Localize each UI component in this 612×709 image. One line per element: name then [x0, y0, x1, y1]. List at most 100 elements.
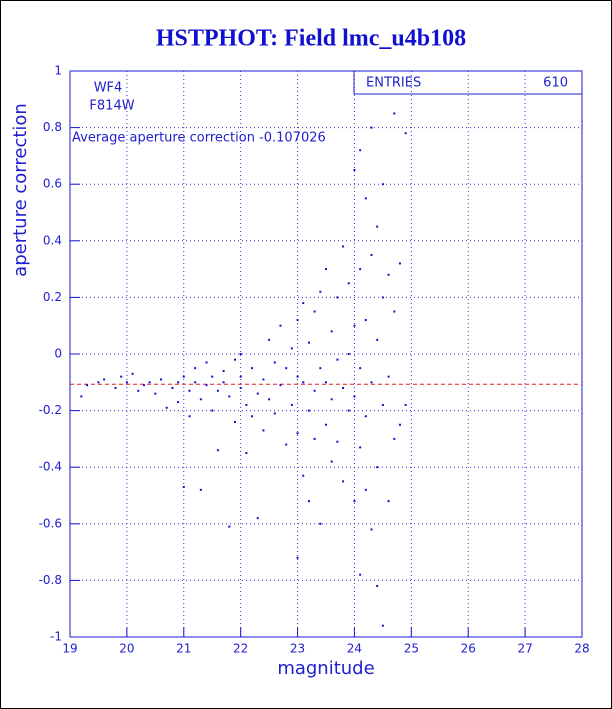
point — [353, 500, 356, 503]
point — [364, 488, 367, 491]
point — [142, 384, 145, 387]
y-tick-label: -0.2 — [39, 403, 62, 417]
point — [302, 381, 305, 384]
point — [182, 486, 185, 489]
point — [199, 398, 202, 401]
point — [160, 378, 163, 381]
point — [342, 386, 345, 389]
point — [387, 375, 390, 378]
point — [177, 401, 180, 404]
x-tick-label: 19 — [62, 642, 77, 656]
point — [290, 403, 293, 406]
point — [256, 517, 259, 520]
point — [376, 225, 379, 228]
point — [103, 378, 106, 381]
point — [370, 253, 373, 256]
point — [137, 389, 140, 392]
point — [387, 273, 390, 276]
point — [268, 398, 271, 401]
y-tick-label: -0.4 — [39, 460, 62, 474]
point — [148, 381, 151, 384]
point — [359, 573, 362, 576]
point — [239, 375, 242, 378]
point — [290, 347, 293, 350]
point — [325, 381, 327, 384]
point — [194, 381, 197, 384]
point — [376, 338, 379, 341]
point — [342, 480, 345, 483]
point — [364, 197, 367, 200]
x-tick-label: 24 — [347, 642, 362, 656]
point — [233, 420, 236, 423]
point — [239, 386, 242, 389]
y-axis-label: aperture correction — [10, 103, 31, 277]
point — [359, 367, 362, 370]
point — [393, 112, 396, 115]
point — [222, 381, 225, 384]
point — [364, 319, 367, 322]
point — [125, 381, 128, 384]
annotation: F814W — [89, 99, 134, 114]
x-axis-label: magnitude — [277, 658, 374, 679]
point — [233, 358, 236, 361]
point — [251, 415, 254, 418]
y-tick-label: 0.4 — [43, 233, 62, 247]
point — [347, 282, 350, 285]
point — [376, 466, 379, 469]
point — [205, 384, 208, 387]
point — [359, 268, 362, 271]
point — [376, 585, 379, 588]
x-tick-label: 23 — [290, 642, 305, 656]
point — [256, 392, 259, 395]
y-tick-label: -0.6 — [39, 516, 62, 530]
point — [370, 126, 373, 129]
y-tick-label: 1 — [54, 64, 62, 78]
point — [319, 290, 322, 293]
point — [80, 395, 83, 398]
y-tick-label: 0.6 — [43, 177, 62, 191]
point — [387, 500, 390, 503]
stats-value: 610 — [543, 76, 568, 91]
point — [279, 384, 282, 387]
y-tick-label: 0.8 — [43, 120, 62, 134]
point — [273, 361, 276, 364]
point — [296, 375, 299, 378]
point — [347, 409, 350, 412]
point — [325, 423, 327, 426]
x-tick-label: 26 — [461, 642, 476, 656]
stats-label: ENTRIES — [366, 76, 421, 91]
point — [86, 384, 89, 387]
point — [285, 443, 288, 446]
point — [211, 375, 214, 378]
point — [398, 262, 401, 265]
point — [404, 403, 407, 406]
point — [307, 409, 310, 412]
point — [313, 310, 316, 313]
point — [228, 525, 231, 528]
point — [285, 367, 288, 370]
point — [313, 389, 316, 392]
point — [330, 398, 333, 401]
point — [216, 449, 219, 452]
point — [393, 310, 396, 313]
point — [347, 353, 350, 355]
y-tick-label: 0.2 — [43, 290, 62, 304]
point — [228, 395, 231, 398]
point — [199, 488, 202, 491]
point — [262, 378, 265, 381]
point — [273, 412, 276, 415]
point — [319, 367, 322, 370]
point — [364, 415, 367, 418]
y-tick-label: -0.8 — [39, 573, 62, 587]
x-tick-label: 27 — [517, 642, 532, 656]
point — [381, 403, 384, 406]
point — [381, 183, 384, 186]
point — [342, 245, 345, 248]
point — [188, 389, 191, 392]
chart-title: HSTPHOT: Field lmc_u4b108 — [156, 26, 466, 52]
point — [336, 358, 339, 361]
point — [262, 429, 265, 432]
point — [205, 361, 208, 364]
point — [239, 353, 242, 355]
